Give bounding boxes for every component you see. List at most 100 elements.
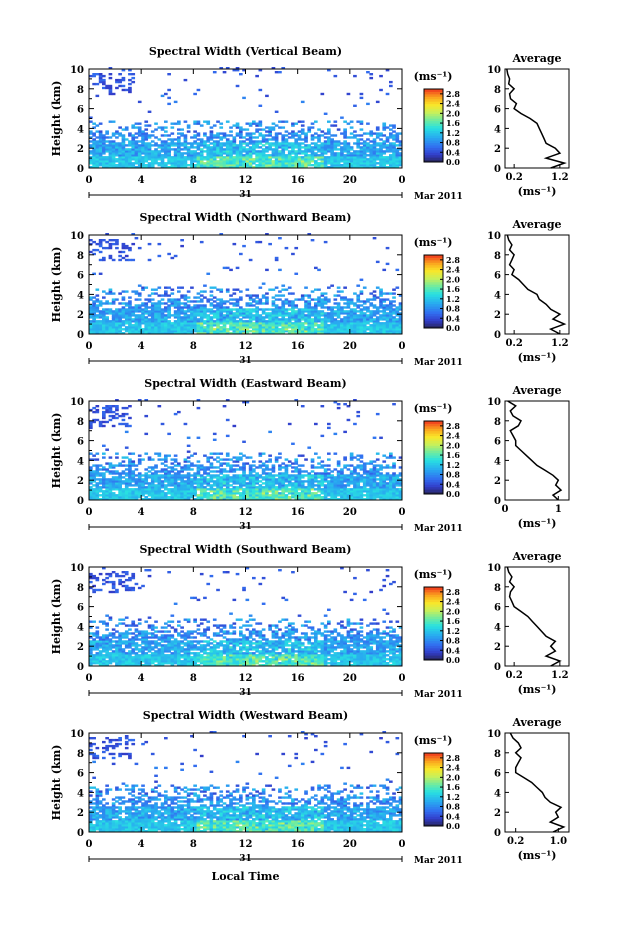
heatmap-cell bbox=[167, 308, 171, 311]
heatmap-cell bbox=[356, 488, 361, 491]
heatmap-cell bbox=[317, 148, 321, 151]
heatmap-cell bbox=[379, 74, 383, 78]
heatmap-cell bbox=[89, 136, 93, 139]
heatmap-cell bbox=[229, 466, 233, 469]
heatmap-cell bbox=[203, 490, 207, 493]
heatmap-cell bbox=[89, 150, 93, 153]
heatmap-cell bbox=[196, 330, 201, 333]
heatmap-cell bbox=[150, 472, 155, 475]
heatmap-cell bbox=[92, 332, 96, 335]
heatmap-cell bbox=[89, 472, 93, 475]
heatmap-cell bbox=[369, 312, 374, 315]
heatmap-cell bbox=[356, 476, 361, 479]
heatmap-cell bbox=[379, 332, 383, 335]
heatmap-cell bbox=[219, 488, 224, 491]
heatmap-cell bbox=[333, 156, 338, 159]
x-tick-label: 4 bbox=[138, 175, 145, 186]
heatmap-cell bbox=[232, 304, 237, 307]
heatmap-cell bbox=[154, 464, 158, 467]
heatmap-cell bbox=[239, 142, 243, 145]
heatmap-cell bbox=[245, 150, 250, 153]
heatmap-cell bbox=[121, 302, 126, 305]
heatmap-cell bbox=[128, 160, 132, 163]
heatmap-cell bbox=[281, 314, 286, 317]
heatmap-cell bbox=[212, 458, 217, 461]
heatmap-cell bbox=[128, 152, 132, 155]
heatmap-cell bbox=[398, 302, 403, 305]
heatmap-cell bbox=[193, 158, 197, 161]
heatmap-cell bbox=[92, 160, 96, 163]
heatmap-cell bbox=[271, 308, 276, 311]
heatmap-cell bbox=[219, 496, 224, 499]
colorbar-step bbox=[424, 154, 443, 158]
heatmap-cell bbox=[349, 488, 354, 491]
heatmap-cell bbox=[105, 320, 109, 323]
heatmap-cell bbox=[193, 160, 197, 163]
heatmap-cell bbox=[281, 324, 286, 327]
heatmap-cell bbox=[209, 290, 214, 293]
heatmap-cell bbox=[366, 332, 370, 335]
heatmap-cell bbox=[330, 156, 334, 159]
heatmap-cell bbox=[346, 490, 351, 493]
heatmap-cell bbox=[287, 482, 292, 485]
heatmap-cell bbox=[219, 330, 224, 333]
heatmap-cell bbox=[265, 476, 269, 479]
heatmap-cell bbox=[287, 156, 292, 159]
heatmap-cell bbox=[157, 158, 162, 161]
heatmap-cell bbox=[115, 158, 119, 161]
heatmap-cell bbox=[252, 132, 256, 135]
heatmap-cell bbox=[356, 458, 361, 461]
heatmap-cell bbox=[115, 240, 119, 244]
heatmap-cell bbox=[327, 312, 331, 315]
heatmap-cell bbox=[336, 494, 341, 497]
heatmap-cell bbox=[255, 330, 259, 333]
heatmap-cell bbox=[147, 294, 152, 297]
heatmap-cell bbox=[111, 482, 116, 485]
heatmap-cell bbox=[196, 486, 201, 489]
heatmap-cell bbox=[203, 162, 207, 165]
heatmap-cell bbox=[232, 292, 237, 295]
heatmap-cell bbox=[121, 250, 126, 254]
colorbar-step bbox=[424, 318, 443, 322]
heatmap-cell bbox=[225, 434, 230, 438]
heatmap-cell bbox=[340, 470, 344, 473]
heatmap-cell bbox=[141, 320, 145, 323]
heatmap-cell bbox=[242, 156, 246, 159]
heatmap-cell bbox=[108, 144, 113, 147]
heatmap-cell bbox=[141, 498, 145, 501]
heatmap-cell bbox=[300, 496, 305, 499]
colorbar-tick-label: 1.6 bbox=[446, 284, 460, 294]
heatmap-cell bbox=[131, 460, 136, 463]
heatmap-cell bbox=[206, 308, 211, 311]
heatmap-cell bbox=[268, 324, 272, 327]
heatmap-cell bbox=[242, 320, 246, 323]
heatmap-cell bbox=[278, 478, 282, 481]
heatmap-cell bbox=[274, 298, 279, 301]
average-x-tick-label: 0.2 bbox=[505, 338, 522, 349]
heatmap-cell bbox=[144, 136, 149, 139]
heatmap-cell bbox=[203, 320, 207, 323]
heatmap-cell bbox=[124, 304, 129, 307]
heatmap-cell bbox=[157, 242, 162, 246]
heatmap-cell bbox=[157, 300, 162, 303]
heatmap-cell bbox=[297, 326, 302, 329]
heatmap-cell bbox=[369, 330, 374, 333]
colorbar-step bbox=[424, 259, 443, 263]
heatmap-cell bbox=[225, 470, 230, 473]
heatmap-cell bbox=[170, 480, 175, 483]
heatmap-cell bbox=[170, 292, 175, 295]
heatmap-cell bbox=[209, 154, 214, 157]
heatmap-cell bbox=[353, 166, 357, 169]
heatmap-cell bbox=[252, 146, 256, 149]
heatmap-cell bbox=[95, 452, 100, 455]
heatmap-cell bbox=[362, 300, 367, 303]
heatmap-cell bbox=[206, 140, 211, 143]
heatmap-cell bbox=[284, 154, 289, 157]
heatmap-cell bbox=[323, 148, 328, 151]
heatmap-cell bbox=[212, 134, 217, 137]
heatmap-cell bbox=[222, 482, 227, 485]
heatmap-cell bbox=[304, 136, 308, 139]
heatmap-cell bbox=[118, 486, 122, 489]
heatmap-cell bbox=[294, 330, 299, 333]
heatmap-cell bbox=[323, 158, 328, 161]
